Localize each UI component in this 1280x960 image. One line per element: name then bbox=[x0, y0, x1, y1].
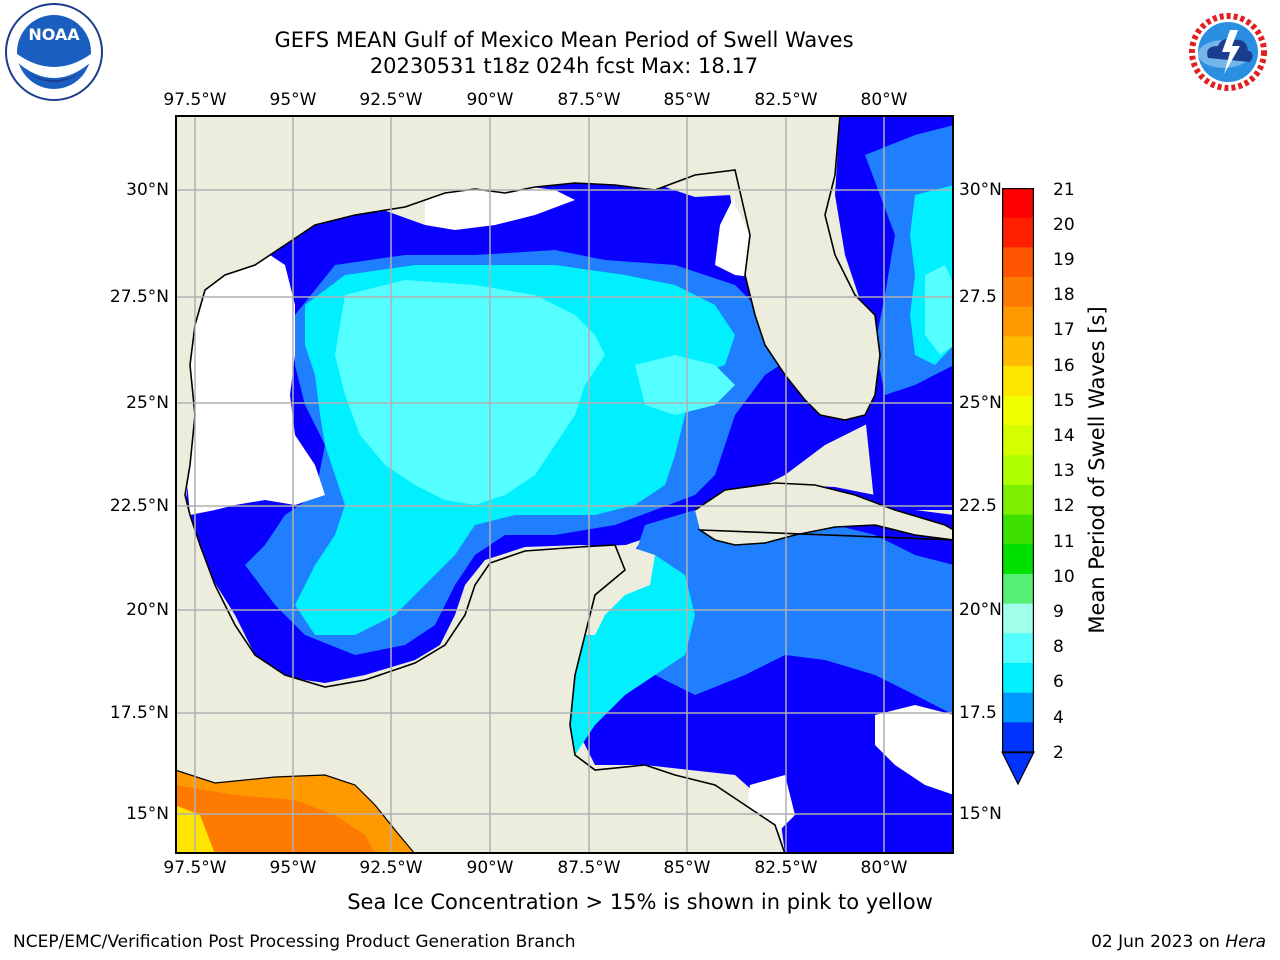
colorbar bbox=[1001, 188, 1035, 786]
colorbar-tick: 12 bbox=[1053, 496, 1075, 516]
map-panel bbox=[175, 115, 954, 854]
colorbar-swatch bbox=[1002, 306, 1034, 337]
colorbar-tick: 16 bbox=[1053, 356, 1075, 376]
colorbar-tick: 10 bbox=[1053, 567, 1075, 587]
lon-label-top: 87.5°W bbox=[557, 90, 621, 110]
lat-label-right: 25°N bbox=[959, 393, 1002, 413]
colorbar-swatch bbox=[1002, 722, 1034, 753]
colorbar-swatch bbox=[1002, 603, 1034, 634]
lat-label-left: 22.5°N bbox=[109, 496, 169, 516]
chart-subtitle: 20230531 t18z 024h fcst Max: 18.17 bbox=[369, 54, 759, 78]
graticule bbox=[175, 115, 954, 854]
nws-logo bbox=[1180, 4, 1276, 100]
colorbar-tick: 4 bbox=[1053, 708, 1064, 728]
lat-label-right: 30°N bbox=[959, 180, 1002, 200]
colorbar-tick: 11 bbox=[1053, 532, 1075, 552]
colorbar-tick: 6 bbox=[1053, 672, 1064, 692]
noaa-logo-text: NOAA bbox=[28, 25, 80, 44]
chart-title: GEFS MEAN Gulf of Mexico Mean Period of … bbox=[274, 28, 854, 52]
lon-label-bottom: 97.5°W bbox=[163, 858, 227, 878]
colorbar-tick: 21 bbox=[1053, 180, 1075, 200]
colorbar-swatch bbox=[1002, 573, 1034, 605]
lon-label-top: 95°W bbox=[269, 90, 317, 110]
colorbar-swatch bbox=[1002, 633, 1034, 664]
colorbar-tick: 17 bbox=[1053, 320, 1075, 340]
lat-label-left: 15°N bbox=[126, 804, 169, 824]
lon-label-top: 92.5°W bbox=[359, 90, 423, 110]
colorbar-swatch bbox=[1002, 188, 1034, 219]
colorbar-tick: 9 bbox=[1053, 602, 1064, 622]
lon-label-bottom: 80°W bbox=[860, 858, 908, 878]
lat-label-left: 30°N bbox=[126, 180, 169, 200]
colorbar-swatch bbox=[1002, 395, 1034, 426]
colorbar-tick: 20 bbox=[1053, 215, 1075, 235]
colorbar-tick: 15 bbox=[1053, 391, 1075, 411]
colorbar-extend-arrow bbox=[1001, 751, 1035, 786]
map-frame bbox=[175, 115, 954, 854]
noaa-logo: NOAA bbox=[5, 3, 103, 101]
lon-label-bottom: 92.5°W bbox=[359, 858, 423, 878]
lat-label-right: 20°N bbox=[959, 600, 1002, 620]
lon-label-top: 85°W bbox=[663, 90, 711, 110]
lat-label-left: 17.5°N bbox=[109, 703, 169, 723]
colorbar-swatch bbox=[1002, 366, 1034, 397]
footer-date: 02 Jun 2023 on Hera bbox=[1091, 932, 1266, 952]
lat-label-left: 20°N bbox=[126, 600, 169, 620]
caption: Sea Ice Concentration > 15% is shown in … bbox=[347, 890, 933, 914]
lat-label-right: 27.5 bbox=[959, 287, 997, 307]
colorbar-swatch bbox=[1002, 425, 1034, 456]
colorbar-tick: 14 bbox=[1053, 426, 1075, 446]
land-mexico-texas bbox=[175, 115, 785, 854]
lon-label-bottom: 87.5°W bbox=[557, 858, 621, 878]
colorbar-swatch bbox=[1002, 662, 1034, 694]
lon-label-top: 97.5°W bbox=[163, 90, 227, 110]
colorbar-tick: 13 bbox=[1053, 461, 1075, 481]
colorbar-swatch bbox=[1002, 514, 1034, 545]
colorbar-swatch bbox=[1002, 692, 1034, 723]
lon-label-bottom: 95°W bbox=[269, 858, 317, 878]
lat-label-right: 17.5 bbox=[959, 703, 997, 723]
colorbar-tick: 19 bbox=[1053, 250, 1075, 270]
land-cuba bbox=[695, 483, 954, 545]
colorbar-swatch bbox=[1002, 484, 1034, 516]
lat-label-left: 27.5°N bbox=[109, 287, 169, 307]
lon-label-bottom: 85°W bbox=[663, 858, 711, 878]
colorbar-swatch bbox=[1002, 544, 1034, 575]
lon-label-bottom: 82.5°W bbox=[754, 858, 818, 878]
lat-label-left: 25°N bbox=[126, 393, 169, 413]
land-florida bbox=[735, 115, 880, 420]
colorbar-tick: 18 bbox=[1053, 285, 1075, 305]
colorbar-frame bbox=[1002, 188, 1034, 754]
colorbar-label: Mean Period of Swell Waves [s] bbox=[1085, 306, 1109, 634]
colorbar-tick: 8 bbox=[1053, 637, 1064, 657]
lat-label-right: 15°N bbox=[959, 804, 1002, 824]
footer-date-text: 02 Jun 2023 on bbox=[1091, 932, 1226, 952]
colorbar-swatch bbox=[1002, 247, 1034, 278]
lon-label-top: 90°W bbox=[466, 90, 514, 110]
lon-label-bottom: 90°W bbox=[466, 858, 514, 878]
colorbar-swatch bbox=[1002, 336, 1034, 367]
colorbar-swatch bbox=[1002, 277, 1034, 308]
colorbar-swatch bbox=[1002, 455, 1034, 486]
lon-label-top: 82.5°W bbox=[754, 90, 818, 110]
colorbar-tick: 2 bbox=[1053, 743, 1064, 763]
footer-credit: NCEP/EMC/Verification Post Processing Pr… bbox=[13, 932, 576, 952]
colorbar-swatch bbox=[1002, 217, 1034, 248]
lon-label-top: 80°W bbox=[860, 90, 908, 110]
lat-label-right: 22.5 bbox=[959, 496, 997, 516]
footer-machine: Hera bbox=[1225, 932, 1266, 952]
